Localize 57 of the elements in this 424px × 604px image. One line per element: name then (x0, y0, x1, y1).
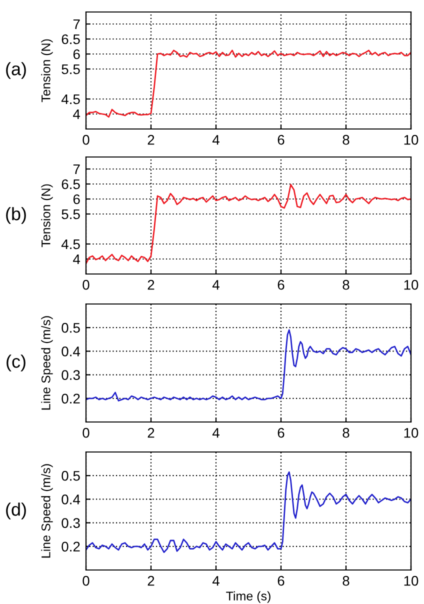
y-tick-label: 0.5 (62, 322, 80, 333)
x-tick-label: 2 (148, 428, 154, 438)
x-tick-label: 10 (404, 428, 418, 438)
x-tick-label: 6 (278, 134, 284, 145)
x-tick-label: 6 (278, 280, 284, 290)
x-axis-title: Time (s) (226, 591, 270, 603)
x-tick-label: 8 (342, 134, 350, 145)
x-tick-label: 0 (82, 428, 90, 438)
line-series (86, 471, 411, 553)
y-tick-label: 0.5 (62, 470, 80, 481)
y-axis-title: Tension (N) (41, 39, 53, 102)
y-axis-title: Tension (N) (41, 184, 53, 248)
y-tick-label: 0.3 (62, 518, 80, 528)
y-tick-label: 7 (73, 19, 80, 30)
x-tick-label: 2 (148, 576, 154, 586)
y-tick-label: 5.5 (62, 209, 80, 220)
x-tick-label: 4 (212, 428, 220, 438)
line-series (86, 184, 411, 264)
y-tick-label: 0.4 (62, 494, 80, 504)
y-tick-label: 0.2 (62, 542, 80, 552)
x-tick-label: 0 (82, 576, 90, 586)
y-tick-label: 4.5 (61, 94, 80, 104)
text: (b) (6, 207, 26, 224)
y-axis-title: Line Speed (m/s) (41, 316, 53, 410)
line-series (86, 329, 411, 402)
y-tick-label: 6 (73, 194, 80, 204)
x-tick-label: 2 (148, 134, 154, 145)
line-series (86, 50, 411, 118)
x-tick-label: 4 (212, 576, 220, 586)
x-tick-label: 10 (404, 134, 418, 145)
x-tick-label: 0 (82, 280, 90, 290)
x-tick-label: 8 (342, 576, 350, 586)
y-tick-label: 6 (73, 49, 80, 60)
x-tick-label: 8 (342, 428, 350, 438)
y-tick-label: 0.3 (62, 370, 80, 380)
x-tick-label: 0 (82, 134, 90, 145)
y-tick-label: 0.2 (62, 394, 80, 404)
x-tick-label: 8 (342, 280, 350, 290)
x-tick-label: 6 (278, 576, 284, 586)
y-tick-label: 5.5 (62, 64, 80, 74)
x-tick-label: 4 (212, 280, 220, 290)
y-tick-label: 7 (73, 164, 80, 174)
y-tick-label: 0.4 (62, 346, 80, 356)
y-axis-title: Line Speed (m/s) (41, 464, 53, 558)
y-tick-label: 4 (73, 109, 80, 120)
y-tick-label: 4.5 (61, 239, 80, 250)
y-tick-label: 6.5 (62, 34, 80, 44)
text: (d) (6, 502, 26, 520)
x-tick-label: 2 (148, 280, 154, 290)
x-tick-label: 6 (278, 428, 284, 438)
x-tick-label: 4 (212, 135, 220, 145)
y-tick-label: 4 (73, 254, 80, 264)
x-tick-label: 10 (404, 576, 418, 586)
text: (a) (6, 62, 26, 79)
y-tick-label: 6.5 (62, 179, 80, 190)
x-tick-label: 10 (404, 280, 418, 290)
text: (c) (6, 354, 26, 372)
